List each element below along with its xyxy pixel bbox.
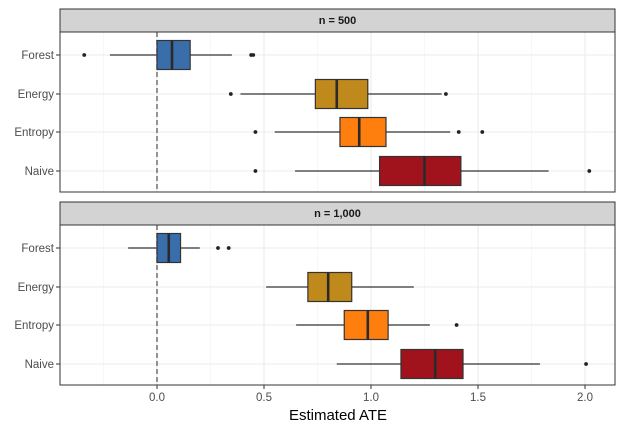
- y-tick-label: Energy: [18, 282, 55, 294]
- x-tick-label: 1.0: [363, 392, 379, 404]
- panel-background: [60, 32, 615, 192]
- y-tick-label: Energy: [18, 89, 55, 101]
- outlier-point: [228, 92, 233, 96]
- x-tick-label: 1.5: [470, 392, 486, 404]
- outlier-point: [253, 130, 258, 134]
- x-axis-title: Estimated ATE: [289, 407, 387, 424]
- facet-panel: n = 500 Forest Energy Entropy Naive: [14, 8, 616, 193]
- box-entropy: [296, 309, 459, 341]
- outlier-point: [251, 53, 256, 57]
- x-tick-label: 0.0: [149, 392, 165, 404]
- panel-border: [59, 31, 616, 193]
- facet-strip-label: n = 1,000: [314, 208, 361, 220]
- facet-panel: n = 1,000 Forest Energy Entropy Naive: [14, 201, 616, 386]
- outlier-point: [587, 169, 592, 173]
- x-tick-label: 0.5: [256, 392, 272, 404]
- y-tick-label: Entropy: [14, 320, 54, 332]
- y-tick-label: Forest: [21, 50, 54, 62]
- outlier-point: [480, 130, 485, 134]
- box-naive: [336, 348, 588, 380]
- box-iqr: [343, 309, 389, 341]
- box-iqr: [400, 348, 464, 380]
- x-tick-label: 2.0: [577, 392, 593, 404]
- y-tick-label: Naive: [25, 166, 54, 178]
- outlier-point: [444, 92, 448, 96]
- box-entropy: [253, 116, 485, 148]
- outlier-point: [456, 130, 461, 134]
- box-iqr: [156, 39, 191, 71]
- box-iqr: [314, 78, 369, 110]
- outlier-point: [584, 362, 588, 366]
- box-iqr: [339, 116, 387, 148]
- x-axis: 0.0 0.5 1.0 1.5 2.0: [149, 385, 593, 404]
- outlier-point: [216, 246, 220, 250]
- y-tick-label: Naive: [25, 359, 54, 371]
- box-forest: [128, 232, 231, 264]
- y-tick-label: Forest: [21, 243, 54, 255]
- box-energy: [266, 271, 414, 303]
- box-naive: [253, 155, 592, 187]
- box-iqr: [307, 271, 353, 303]
- y-tick-label: Entropy: [14, 127, 54, 139]
- panel-border: [59, 224, 616, 386]
- box-energy: [228, 78, 448, 110]
- outlier-point: [454, 323, 459, 327]
- box-iqr: [378, 155, 462, 187]
- outlier-point: [226, 246, 231, 250]
- panel-background: [60, 225, 615, 385]
- facet-strip-label: n = 500: [319, 15, 357, 27]
- outlier-point: [82, 53, 87, 57]
- box-forest: [82, 39, 256, 71]
- outlier-point: [253, 169, 258, 173]
